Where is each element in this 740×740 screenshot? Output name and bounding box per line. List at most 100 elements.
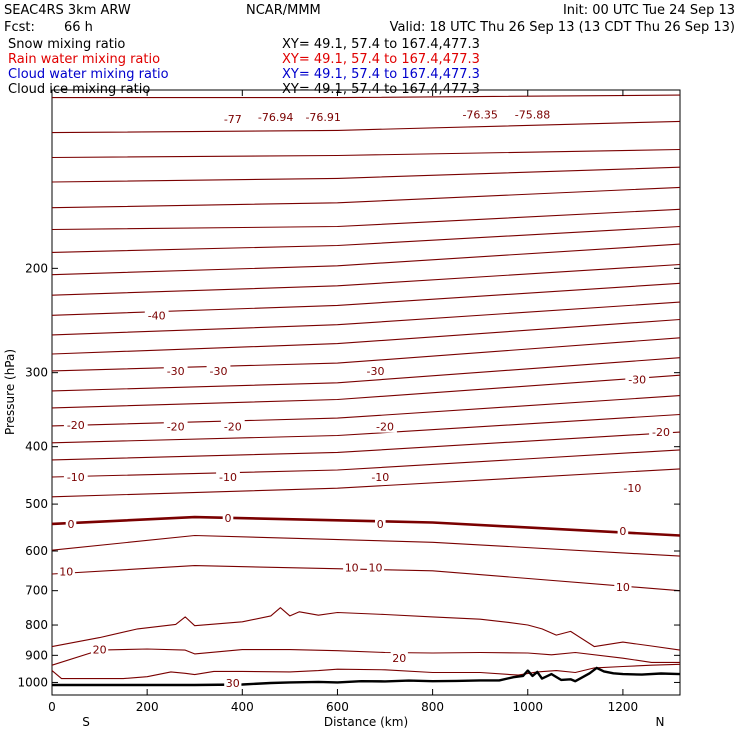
y-tick-label: 300 — [25, 366, 48, 380]
contour-label-bg — [614, 580, 632, 593]
contour-label-bg — [620, 481, 645, 495]
contour-label: 0 — [377, 518, 384, 531]
contour-line-14 — [51, 374, 681, 409]
south-label: S — [82, 715, 90, 729]
x-tick-label: 0 — [48, 700, 56, 714]
contour-label-bg — [144, 308, 169, 322]
terrain-line — [52, 666, 681, 687]
contour-line-13 — [51, 357, 681, 392]
contour-label-bg — [222, 511, 234, 525]
contour-label-bg — [366, 560, 385, 574]
y-tick-label: 200 — [25, 261, 48, 275]
contour-line-20 — [51, 515, 681, 537]
y-tick-label: 700 — [25, 584, 48, 598]
contour-label: 10 — [369, 562, 383, 575]
contour-line-30 — [51, 663, 681, 680]
contour-label: -20 — [167, 421, 185, 434]
field-rain-xy: XY= 49.1, 57.4 to 167.4,477.3 — [282, 52, 480, 67]
x-tick-label: 400 — [231, 700, 254, 714]
contour-label: -76.94 — [258, 111, 293, 124]
contour-label-bg — [368, 470, 393, 483]
contour-label: -10 — [67, 471, 85, 484]
y-tick-label: 400 — [25, 440, 48, 454]
contour-line-5 — [51, 208, 681, 231]
contour-label: -76.91 — [305, 111, 340, 124]
x-tick-label: 1200 — [608, 700, 639, 714]
y-tick-label: 1000 — [17, 675, 48, 689]
contour-line-19 — [51, 468, 681, 498]
y-tick-label: 500 — [25, 497, 48, 511]
contour-line-3 — [51, 166, 681, 183]
contour-label: 0 — [225, 512, 232, 525]
field-snow-xy: XY= 49.1, 57.4 to 167.4,477.3 — [282, 37, 480, 52]
contour-line-7 — [51, 243, 681, 276]
contour-line-8 — [51, 263, 681, 296]
contour-label: 10 — [345, 562, 359, 575]
contour-line-16 — [51, 413, 681, 444]
contour-label-bg — [253, 109, 298, 123]
model-title: SEAC4RS 3km ARW — [4, 3, 131, 18]
center-label: NCAR/MMM — [246, 3, 321, 18]
contour-line-22 — [51, 565, 681, 592]
contour-label-bg — [458, 107, 502, 121]
contour-label: -10 — [371, 471, 389, 484]
contour-label-bg — [220, 112, 245, 126]
x-axis-title: Distance (km) — [324, 715, 408, 729]
contour-label-bg — [163, 363, 188, 377]
contour-label-bg — [373, 419, 397, 433]
contour-line-4 — [51, 186, 681, 209]
contour-label-bg — [363, 363, 388, 377]
contour-line-0 — [52, 94, 681, 99]
contour-label-bg — [301, 109, 345, 123]
field-rain-name: Rain water mixing ratio — [8, 52, 160, 67]
contour-line-2 — [51, 148, 681, 159]
contour-label: -75.88 — [515, 109, 550, 122]
contour-label: 30 — [226, 677, 240, 690]
contour-label: 10 — [616, 581, 630, 594]
contour-label-bg — [375, 516, 386, 530]
contour-label-bg — [63, 418, 88, 432]
axes-group: 0 200 400 600 800 1000 12002003004005006007008… — [17, 90, 680, 714]
contour-label-bg — [163, 419, 188, 433]
field-snow-name: Snow mixing ratio — [8, 37, 125, 52]
contour-line-21 — [51, 534, 681, 557]
x-tick-label: 800 — [421, 700, 444, 714]
forecast-value: 66 h — [64, 20, 93, 35]
y-tick-label: 600 — [25, 544, 48, 558]
forecast-label: Fcst: — [4, 20, 35, 35]
x-tick-label: 1000 — [512, 700, 543, 714]
contour-label-bg — [390, 651, 408, 665]
valid-time: Valid: 18 UTC Thu 26 Sep 13 (13 CDT Thu … — [390, 20, 735, 35]
x-tick-label: 200 — [136, 700, 159, 714]
contour-label: 0 — [68, 518, 75, 531]
contour-label: -30 — [167, 365, 185, 378]
contour-label: 10 — [59, 566, 73, 579]
contour-line-18 — [51, 449, 681, 478]
contour-label: -10 — [623, 482, 641, 495]
contour-label: -77 — [224, 113, 242, 126]
field-cloudwater-xy: XY= 49.1, 57.4 to 167.4,477.3 — [282, 67, 480, 82]
contour-line-10 — [51, 301, 681, 336]
contour-label: -30 — [628, 373, 646, 386]
contour-line-12 — [51, 337, 681, 372]
contour-label-bg — [57, 564, 75, 578]
contour-group — [51, 94, 681, 592]
contour-label: -76.35 — [462, 109, 497, 122]
contour-label-bg — [216, 470, 240, 483]
contour-line-800 — [51, 607, 681, 651]
contour-label: 20 — [392, 652, 406, 665]
contour-label-bg — [649, 425, 673, 439]
contour-label-group: -77 -76.94 -76.91 -76.35 -75.88 -40 -30 -30 -30 -… — [57, 107, 673, 690]
contour-label: 0 — [619, 525, 626, 538]
contour-label-bg — [224, 676, 242, 690]
contour-line-20 — [51, 648, 680, 666]
contour-label-bg — [206, 363, 231, 377]
north-label: N — [656, 715, 665, 729]
contour-line-1 — [51, 120, 681, 134]
contour-line-11 — [51, 318, 681, 355]
y-tick-label: 800 — [25, 618, 48, 632]
x-tick-label: 600 — [326, 700, 349, 714]
contour-label: -20 — [67, 419, 85, 432]
y-axis-title: Pressure (hPa) — [3, 349, 17, 435]
